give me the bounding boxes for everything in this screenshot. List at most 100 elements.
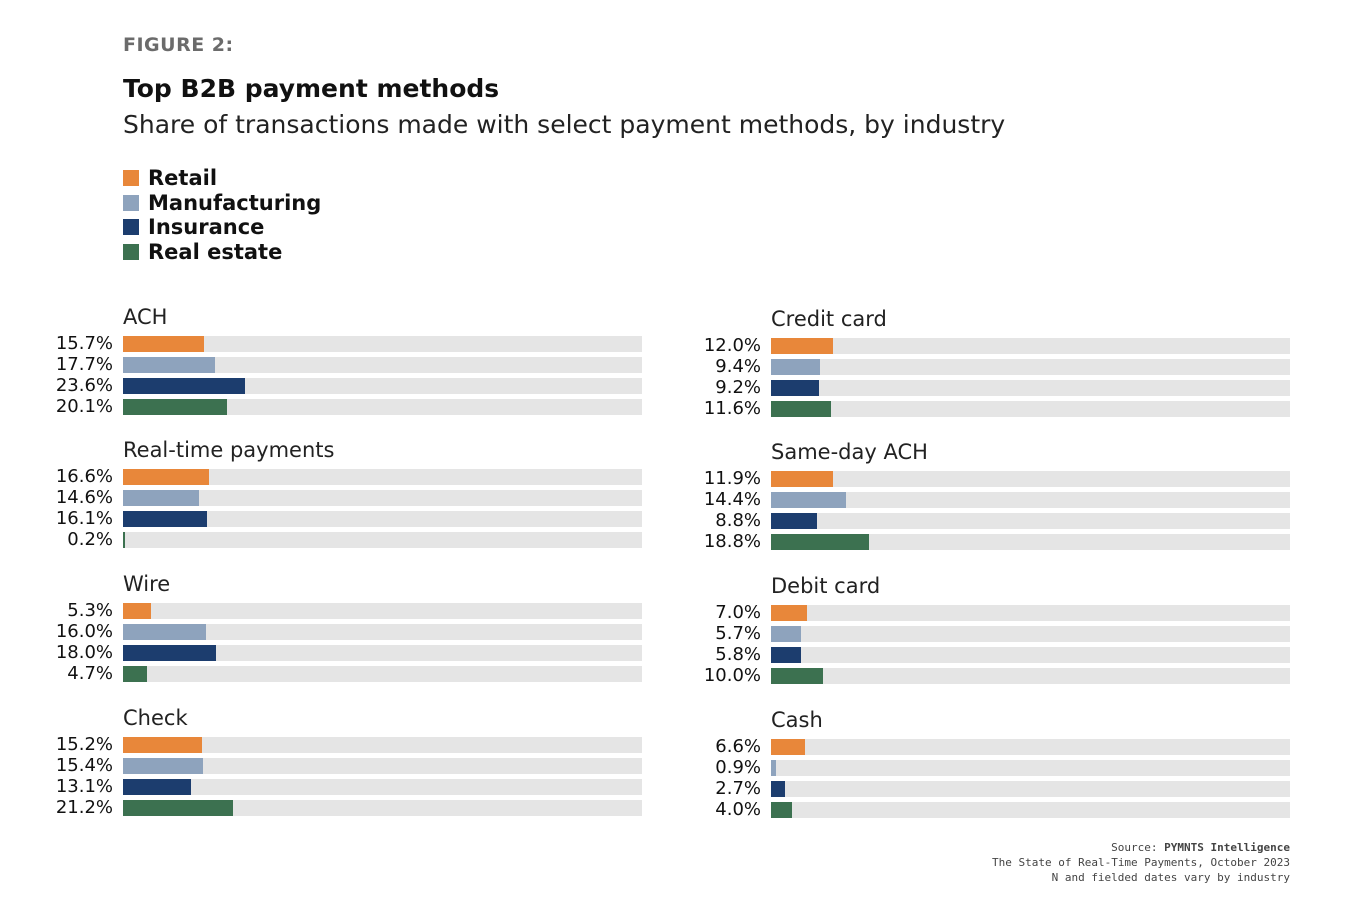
- bar-track-check-retail: [123, 737, 642, 753]
- bar-track-debit-card-insurance: [771, 647, 1290, 663]
- bar-cash-manufacturing: [771, 760, 776, 776]
- bar-track-same-day-ach-manufacturing: [771, 492, 1290, 508]
- data-label-wire-manufacturing: 16.0%: [55, 621, 113, 642]
- legend-label-manufacturing: Manufacturing: [148, 190, 322, 215]
- data-label-check-real-estate: 21.2%: [55, 797, 113, 818]
- bar-cash-retail: [771, 739, 806, 755]
- source-name: PYMNTS Intelligence: [1164, 841, 1290, 854]
- legend-swatch-retail: [123, 170, 139, 187]
- data-label-debit-card-real-estate: 10.0%: [703, 665, 761, 686]
- bar-row-real-time-payments-insurance: 16.1%: [23, 510, 643, 528]
- data-label-credit-card-real-estate: 11.6%: [703, 398, 761, 419]
- bar-real-time-payments-retail: [123, 469, 210, 485]
- data-label-same-day-ach-insurance: 8.8%: [715, 510, 761, 531]
- legend-swatch-insurance: [123, 219, 139, 236]
- legend-label-retail: Retail: [148, 166, 218, 191]
- bar-track-debit-card-retail: [771, 605, 1290, 621]
- data-label-debit-card-retail: 7.0%: [715, 602, 761, 623]
- bar-row-wire-retail: 5.3%: [23, 602, 643, 620]
- data-label-cash-insurance: 2.7%: [715, 778, 761, 799]
- bar-track-real-time-payments-manufacturing: [123, 490, 642, 506]
- data-label-real-time-payments-manufacturing: 14.6%: [55, 487, 113, 508]
- bar-row-ach-retail: 15.7%: [23, 335, 643, 353]
- legend-item-retail: Retail: [123, 166, 321, 191]
- data-label-credit-card-manufacturing: 9.4%: [715, 356, 761, 377]
- bar-credit-card-insurance: [771, 380, 819, 396]
- bar-row-check-insurance: 13.1%: [23, 778, 643, 796]
- bar-ach-insurance: [123, 378, 246, 394]
- bar-row-cash-manufacturing: 0.9%: [671, 759, 1291, 777]
- bar-same-day-ach-manufacturing: [771, 492, 846, 508]
- bar-row-check-retail: 15.2%: [23, 736, 643, 754]
- panel-title-ach: ACH: [123, 305, 168, 329]
- data-label-cash-manufacturing: 0.9%: [715, 757, 761, 778]
- data-label-debit-card-insurance: 5.8%: [715, 644, 761, 665]
- bar-track-same-day-ach-real-estate: [771, 534, 1290, 550]
- bar-row-wire-real-estate: 4.7%: [23, 665, 643, 683]
- bar-credit-card-manufacturing: [771, 359, 820, 375]
- bar-track-credit-card-insurance: [771, 380, 1290, 396]
- bar-track-cash-insurance: [771, 781, 1290, 797]
- data-label-wire-insurance: 18.0%: [55, 642, 113, 663]
- bar-same-day-ach-insurance: [771, 513, 817, 529]
- bar-check-retail: [123, 737, 202, 753]
- bar-row-real-time-payments-real-estate: 0.2%: [23, 531, 643, 549]
- data-label-ach-real-estate: 20.1%: [55, 396, 113, 417]
- source-line-3: N and fielded dates vary by industry: [1051, 871, 1290, 884]
- bar-row-same-day-ach-retail: 11.9%: [671, 470, 1291, 488]
- bar-row-cash-insurance: 2.7%: [671, 780, 1291, 798]
- bar-track-ach-manufacturing: [123, 357, 642, 373]
- bar-credit-card-real-estate: [771, 401, 832, 417]
- bar-cash-real-estate: [771, 802, 792, 818]
- bar-row-check-real-estate: 21.2%: [23, 799, 643, 817]
- bar-debit-card-insurance: [771, 647, 802, 663]
- panel-title-wire: Wire: [123, 572, 171, 596]
- bar-track-real-time-payments-retail: [123, 469, 642, 485]
- data-label-real-time-payments-insurance: 16.1%: [55, 508, 113, 529]
- bar-row-ach-manufacturing: 17.7%: [23, 356, 643, 374]
- legend-swatch-manufacturing: [123, 194, 139, 211]
- bar-ach-retail: [123, 336, 205, 352]
- bar-row-same-day-ach-insurance: 8.8%: [671, 512, 1291, 530]
- bar-row-credit-card-real-estate: 11.6%: [671, 400, 1291, 418]
- bar-same-day-ach-retail: [771, 471, 833, 487]
- source-note: Source: PYMNTS Intelligence The State of…: [992, 840, 1290, 885]
- bar-track-debit-card-manufacturing: [771, 626, 1290, 642]
- legend-item-real-estate: Real estate: [123, 240, 321, 265]
- source-line-2: The State of Real-Time Payments, October…: [991, 856, 1290, 869]
- bar-row-cash-retail: 6.6%: [671, 738, 1291, 756]
- bar-track-wire-manufacturing: [123, 624, 642, 640]
- bar-real-time-payments-real-estate: [123, 532, 125, 548]
- bar-track-same-day-ach-insurance: [771, 513, 1290, 529]
- bar-credit-card-retail: [771, 338, 834, 354]
- bar-wire-real-estate: [123, 666, 148, 682]
- bar-track-credit-card-manufacturing: [771, 359, 1290, 375]
- source-prefix: Source:: [1111, 841, 1165, 854]
- bar-cash-insurance: [771, 781, 785, 797]
- data-label-credit-card-insurance: 9.2%: [715, 377, 761, 398]
- chart-title: Top B2B payment methods: [123, 74, 500, 103]
- bar-row-real-time-payments-manufacturing: 14.6%: [23, 489, 643, 507]
- bar-row-wire-manufacturing: 16.0%: [23, 623, 643, 641]
- bar-debit-card-real-estate: [771, 668, 823, 684]
- data-label-check-insurance: 13.1%: [55, 776, 113, 797]
- data-label-ach-retail: 15.7%: [55, 333, 113, 354]
- chart-subtitle: Share of transactions made with select p…: [123, 110, 1006, 139]
- data-label-real-time-payments-real-estate: 0.2%: [67, 529, 113, 550]
- bar-row-real-time-payments-retail: 16.6%: [23, 468, 643, 486]
- bar-row-credit-card-retail: 12.0%: [671, 337, 1291, 355]
- bar-track-check-real-estate: [123, 800, 642, 816]
- bar-row-same-day-ach-manufacturing: 14.4%: [671, 491, 1291, 509]
- bar-wire-retail: [123, 603, 151, 619]
- bar-ach-real-estate: [123, 399, 228, 415]
- bar-row-wire-insurance: 18.0%: [23, 644, 643, 662]
- bar-row-debit-card-real-estate: 10.0%: [671, 667, 1291, 685]
- data-label-same-day-ach-manufacturing: 14.4%: [703, 489, 761, 510]
- bar-row-check-manufacturing: 15.4%: [23, 757, 643, 775]
- bar-row-ach-real-estate: 20.1%: [23, 398, 643, 416]
- panel-title-real-time-payments: Real-time payments: [123, 438, 335, 462]
- data-label-wire-real-estate: 4.7%: [67, 663, 113, 684]
- bar-real-time-payments-insurance: [123, 511, 207, 527]
- legend: Retail Manufacturing Insurance Real esta…: [123, 166, 321, 264]
- panel-title-check: Check: [123, 706, 188, 730]
